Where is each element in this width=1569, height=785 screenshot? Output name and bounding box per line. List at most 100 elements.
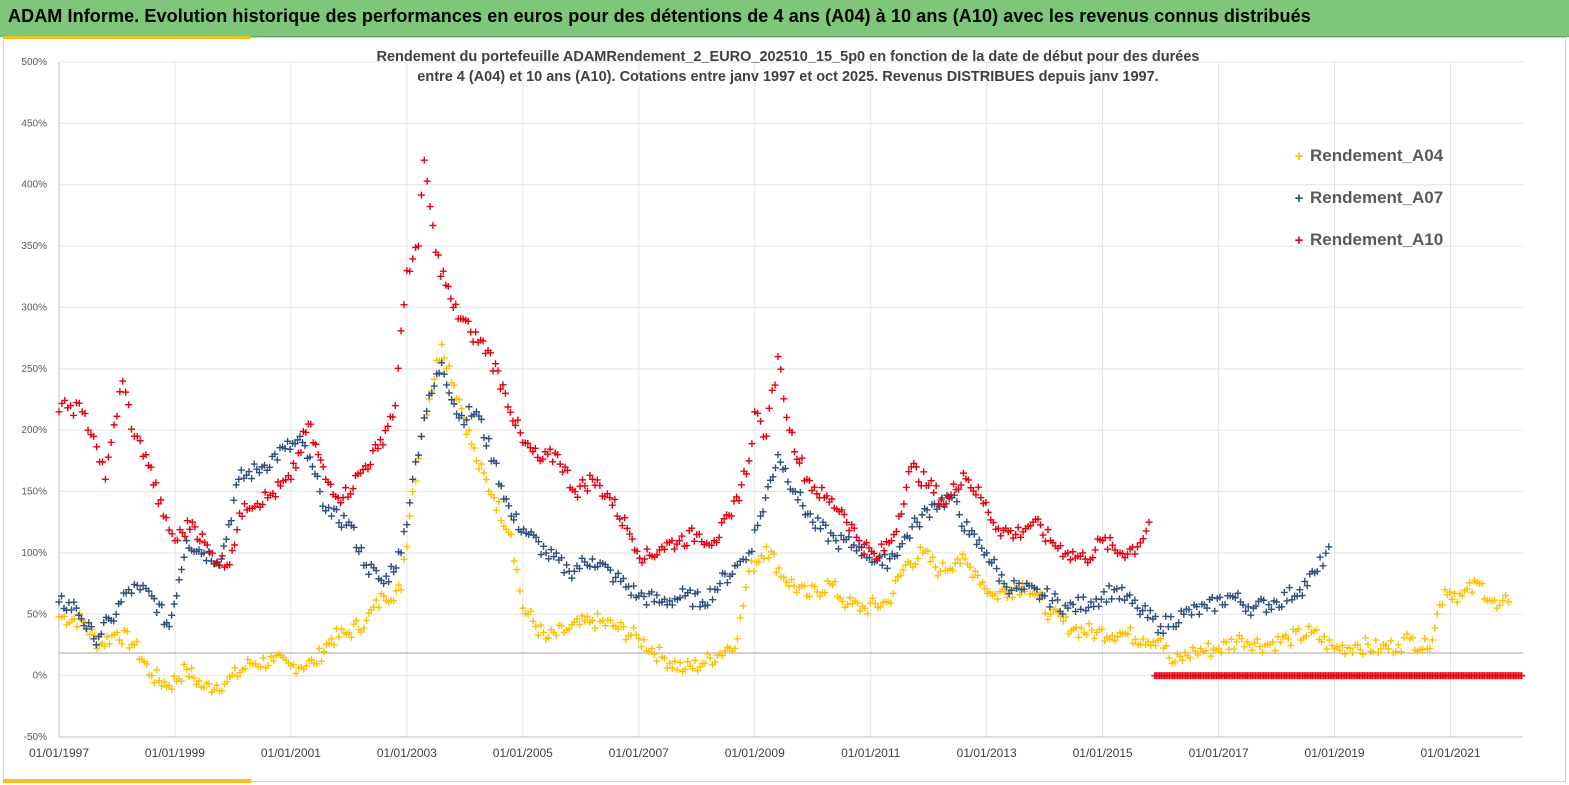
series-point-rendement-a07 — [728, 570, 736, 578]
series-point-rendement-a04 — [380, 592, 388, 600]
series-point-rendement-a07 — [412, 458, 420, 466]
series-point-rendement-a07 — [75, 611, 83, 619]
series-point-rendement-a04 — [1496, 601, 1504, 609]
series-point-rendement-a07 — [586, 562, 594, 570]
series-point-rendement-a07 — [704, 601, 712, 609]
series-point-rendement-a04 — [485, 487, 493, 495]
series-point-rendement-a04 — [916, 543, 924, 551]
series-point-rendement-a04 — [619, 623, 627, 631]
series-point-rendement-a07 — [1157, 623, 1165, 631]
series-point-rendement-a10 — [745, 457, 753, 465]
series-point-rendement-a04 — [60, 613, 68, 621]
series-point-rendement-a10 — [110, 421, 118, 429]
series-point-rendement-a07 — [520, 525, 528, 533]
series-point-rendement-a04 — [513, 566, 521, 574]
series-point-rendement-a04 — [635, 635, 643, 643]
series-point-rendement-a07 — [387, 562, 395, 570]
series-point-rendement-a04 — [1222, 638, 1230, 646]
series-point-rendement-a04 — [844, 600, 852, 608]
series-point-rendement-a04 — [733, 635, 741, 643]
series-point-rendement-a04 — [573, 615, 581, 623]
series-point-rendement-a10 — [1034, 515, 1042, 523]
series-point-rendement-a04 — [1284, 635, 1292, 643]
series-point-rendement-a10 — [641, 555, 649, 563]
series-point-rendement-a04 — [1129, 639, 1137, 647]
series-point-rendement-a04 — [632, 631, 640, 639]
series-point-rendement-a04 — [360, 624, 368, 632]
series-point-rendement-a04 — [1088, 626, 1096, 634]
series-point-rendement-a10 — [514, 416, 522, 424]
series-point-rendement-a10 — [464, 317, 472, 325]
series-point-rendement-a10 — [1104, 545, 1112, 553]
series-point-rendement-a04 — [1305, 622, 1313, 630]
series-point-rendement-a07 — [689, 603, 697, 611]
series-point-rendement-a04 — [113, 629, 121, 637]
series-point-rendement-a04 — [1313, 626, 1321, 634]
series-point-rendement-a07 — [759, 508, 767, 516]
series-point-rendement-a07 — [153, 608, 161, 616]
series-point-rendement-a04 — [475, 465, 483, 473]
series-point-rendement-a07 — [983, 549, 991, 557]
series-point-rendement-a10 — [823, 492, 831, 500]
series-point-rendement-a04 — [1421, 635, 1429, 643]
series-point-rendement-a04 — [510, 557, 518, 565]
series-point-rendement-a07 — [1141, 602, 1149, 610]
series-point-rendement-a07 — [281, 445, 289, 453]
y-tick-label: 50% — [27, 609, 47, 620]
series-point-rendement-a04 — [1338, 641, 1346, 649]
series-point-rendement-a04 — [545, 634, 553, 642]
series-point-rendement-a04 — [782, 578, 790, 586]
series-point-rendement-a04 — [1320, 633, 1328, 641]
series-point-rendement-a10 — [319, 463, 327, 471]
series-point-rendement-a04 — [200, 684, 208, 692]
series-point-rendement-a10 — [1012, 531, 1020, 538]
series-point-rendement-a04 — [133, 638, 141, 646]
series-point-rendement-a10 — [583, 487, 591, 495]
legend-item-a10: + Rendement_A10 — [1290, 219, 1444, 261]
series-point-rendement-a10 — [1056, 542, 1064, 550]
series-point-rendement-a04 — [993, 595, 1001, 603]
series-point-rendement-a07 — [291, 440, 299, 448]
series-point-rendement-a07 — [406, 499, 414, 507]
series-point-rendement-a04 — [780, 573, 788, 581]
series-point-rendement-a07 — [1015, 579, 1023, 587]
series-point-rendement-a07 — [913, 518, 921, 526]
series-point-rendement-a04 — [527, 607, 535, 615]
series-point-rendement-a07 — [414, 451, 422, 459]
series-point-rendement-a07 — [751, 526, 759, 534]
series-point-rendement-a04 — [1478, 580, 1486, 588]
series-point-rendement-a10 — [452, 300, 460, 308]
series-point-rendement-a04 — [1346, 644, 1354, 652]
series-point-rendement-a07 — [809, 518, 817, 526]
series-point-rendement-a04 — [1256, 643, 1264, 651]
series-point-rendement-a10 — [695, 530, 703, 538]
series-point-rendement-a04 — [477, 460, 485, 468]
series-point-rendement-a07 — [560, 569, 568, 577]
series-point-rendement-a10 — [98, 458, 106, 466]
chart-title-line-2: entre 4 (A04) et 10 ans (A10). Cotations… — [417, 69, 1159, 85]
series-point-rendement-a10 — [618, 522, 626, 530]
series-point-rendement-a04 — [160, 678, 168, 686]
series-point-rendement-a04 — [289, 661, 297, 669]
series-point-rendement-a07 — [372, 567, 380, 575]
series-point-rendement-a07 — [245, 468, 253, 476]
series-point-rendement-a07 — [125, 586, 133, 594]
series-point-rendement-a07 — [816, 525, 824, 533]
series-point-rendement-a07 — [570, 567, 578, 575]
series-point-rendement-a07 — [627, 591, 635, 599]
series-point-rendement-a10 — [633, 547, 641, 555]
series-point-rendement-a07 — [337, 523, 345, 531]
series-point-rendement-a10 — [783, 413, 791, 421]
series-point-rendement-a07 — [1100, 588, 1108, 596]
series-point-rendement-a10 — [1037, 521, 1045, 529]
series-point-rendement-a10 — [104, 453, 112, 461]
series-point-rendement-a10 — [858, 543, 866, 551]
series-point-rendement-a10 — [1007, 527, 1015, 535]
series-point-rendement-a07 — [963, 518, 971, 526]
series-point-rendement-a10 — [611, 495, 619, 503]
series-point-rendement-a04 — [1418, 645, 1426, 653]
series-point-rendement-a04 — [155, 677, 163, 685]
series-point-rendement-a07 — [619, 574, 627, 582]
series-point-rendement-a10 — [472, 328, 480, 336]
series-point-rendement-a07 — [886, 555, 894, 563]
